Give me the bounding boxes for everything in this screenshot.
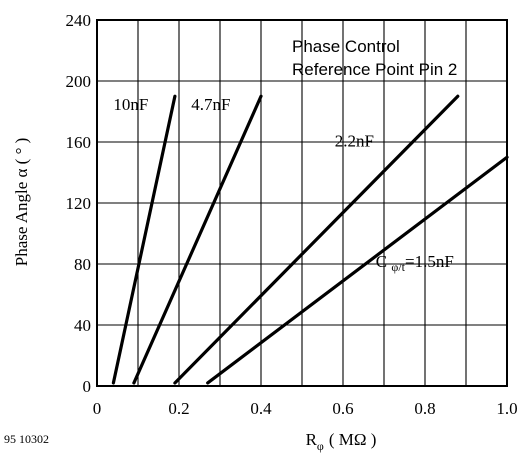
plot-frame [96,19,508,387]
y-axis-label: Phase Angle α ( ° ) [12,138,31,267]
x-tick-labels: 0 0.2 0.4 0.6 0.8 1.0 [93,399,518,418]
y-tick-label: 0 [83,377,92,396]
series-label: 10nF [113,95,148,114]
y-tick-label: 240 [66,11,92,30]
series-line [173,94,460,385]
x-axis-label: Rφ ( MΩ ) [306,430,377,453]
series-label: C φ/t=1.5nF [376,252,454,274]
x-tick-label: 0 [93,399,102,418]
x-tick-label: 0.8 [414,399,435,418]
series-line [206,155,509,385]
y-tick-label: 40 [74,316,91,335]
series-labels: 10nF 4.7nF 2.2nF C φ/t=1.5nF [113,95,453,274]
annotation-line-1: Phase Control [292,37,400,56]
y-tick-label: 80 [74,255,91,274]
figure-id: 95 10302 [4,432,49,446]
y-tick-label: 200 [66,72,92,91]
x-tick-label: 1.0 [496,399,517,418]
x-axis-label-subscript: φ [317,439,324,453]
series-label: 2.2nF [335,132,374,151]
series-label: 4.7nF [191,95,230,114]
x-axis-label-unit: ( MΩ ) [329,430,377,449]
annotation-line-2: Reference Point Pin 2 [292,60,457,79]
y-tick-label: 160 [66,133,92,152]
y-tick-label: 120 [66,194,92,213]
series-line [132,94,263,385]
x-axis-label-symbol: R [306,430,318,449]
grid [97,20,507,386]
series-line [111,94,177,385]
x-tick-label: 0.4 [250,399,272,418]
x-tick-label: 0.6 [332,399,353,418]
x-tick-label: 0.2 [168,399,189,418]
series-lines [111,94,509,385]
y-tick-labels: 0 40 80 120 160 200 240 [66,11,92,396]
